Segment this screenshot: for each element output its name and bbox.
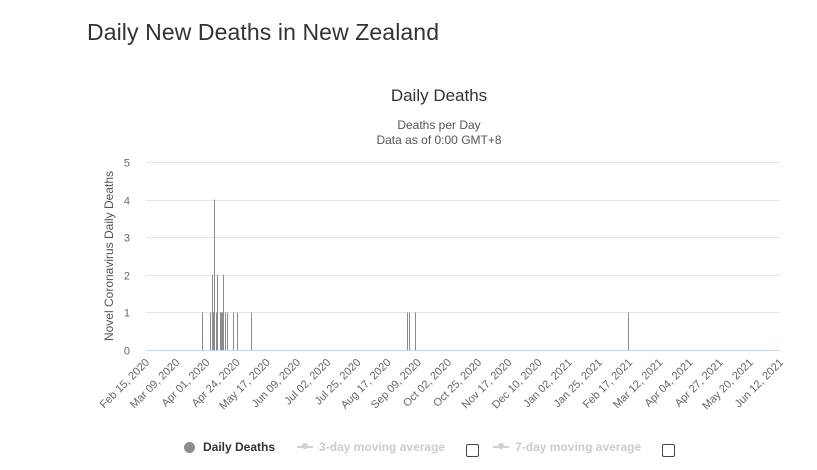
legend-label: 3-day moving average: [319, 440, 446, 454]
y-tick-label: 0: [124, 346, 130, 358]
legend-item-7-day-average[interactable]: 7-day moving average: [493, 440, 641, 454]
bar[interactable]: [210, 312, 211, 350]
legend-label: 7-day moving average: [515, 440, 642, 454]
bar[interactable]: [222, 312, 223, 350]
bar[interactable]: [407, 312, 408, 350]
legend-item-3-day-average[interactable]: 3-day moving average: [297, 440, 445, 454]
chart-subtitle-line-2: Data as of 0:00 GMT+8: [376, 133, 501, 147]
bar[interactable]: [223, 274, 224, 350]
y-tick-label: 3: [124, 233, 130, 245]
legend-label: Daily Deaths: [203, 440, 276, 454]
bar[interactable]: [221, 312, 222, 350]
bar[interactable]: [212, 274, 213, 350]
3-day-average-checkbox[interactable]: [466, 443, 480, 457]
line-marker-icon: [493, 443, 510, 449]
bar[interactable]: [233, 312, 234, 350]
bar[interactable]: [214, 199, 215, 350]
legend-item-daily-deaths[interactable]: Daily Deaths: [184, 440, 275, 454]
y-tick-labels: 0 1 2 3 4 5: [124, 158, 130, 358]
bar[interactable]: [216, 312, 217, 350]
bar[interactable]: [237, 312, 238, 350]
page-title: Daily New Deaths in New Zealand: [87, 19, 440, 45]
bar[interactable]: [227, 312, 228, 350]
y-axis-label: Novel Coronavirus Daily Deaths: [102, 171, 116, 341]
gridlines: [146, 162, 780, 351]
chart-legend: Daily Deaths 3-day moving average 7-day …: [184, 438, 689, 457]
bars: [202, 199, 629, 350]
7-day-average-checkbox[interactable]: [662, 443, 676, 457]
line-marker-icon: [297, 443, 314, 449]
y-tick-label: 4: [124, 196, 130, 208]
bar[interactable]: [409, 312, 410, 350]
y-tick-label: 1: [124, 308, 130, 320]
bar[interactable]: [628, 312, 629, 350]
y-tick-label: 5: [124, 158, 130, 170]
circle-marker-icon: [184, 441, 195, 453]
chart-title: Daily Deaths: [391, 86, 487, 105]
bar[interactable]: [225, 312, 226, 350]
bar[interactable]: [251, 312, 252, 350]
chart-subtitle-line-1: Deaths per Day: [397, 118, 480, 132]
bar[interactable]: [220, 312, 221, 350]
bar[interactable]: [415, 312, 416, 350]
bar[interactable]: [213, 312, 214, 350]
bar[interactable]: [217, 274, 218, 350]
y-tick-label: 2: [124, 271, 130, 283]
bar[interactable]: [202, 312, 203, 350]
